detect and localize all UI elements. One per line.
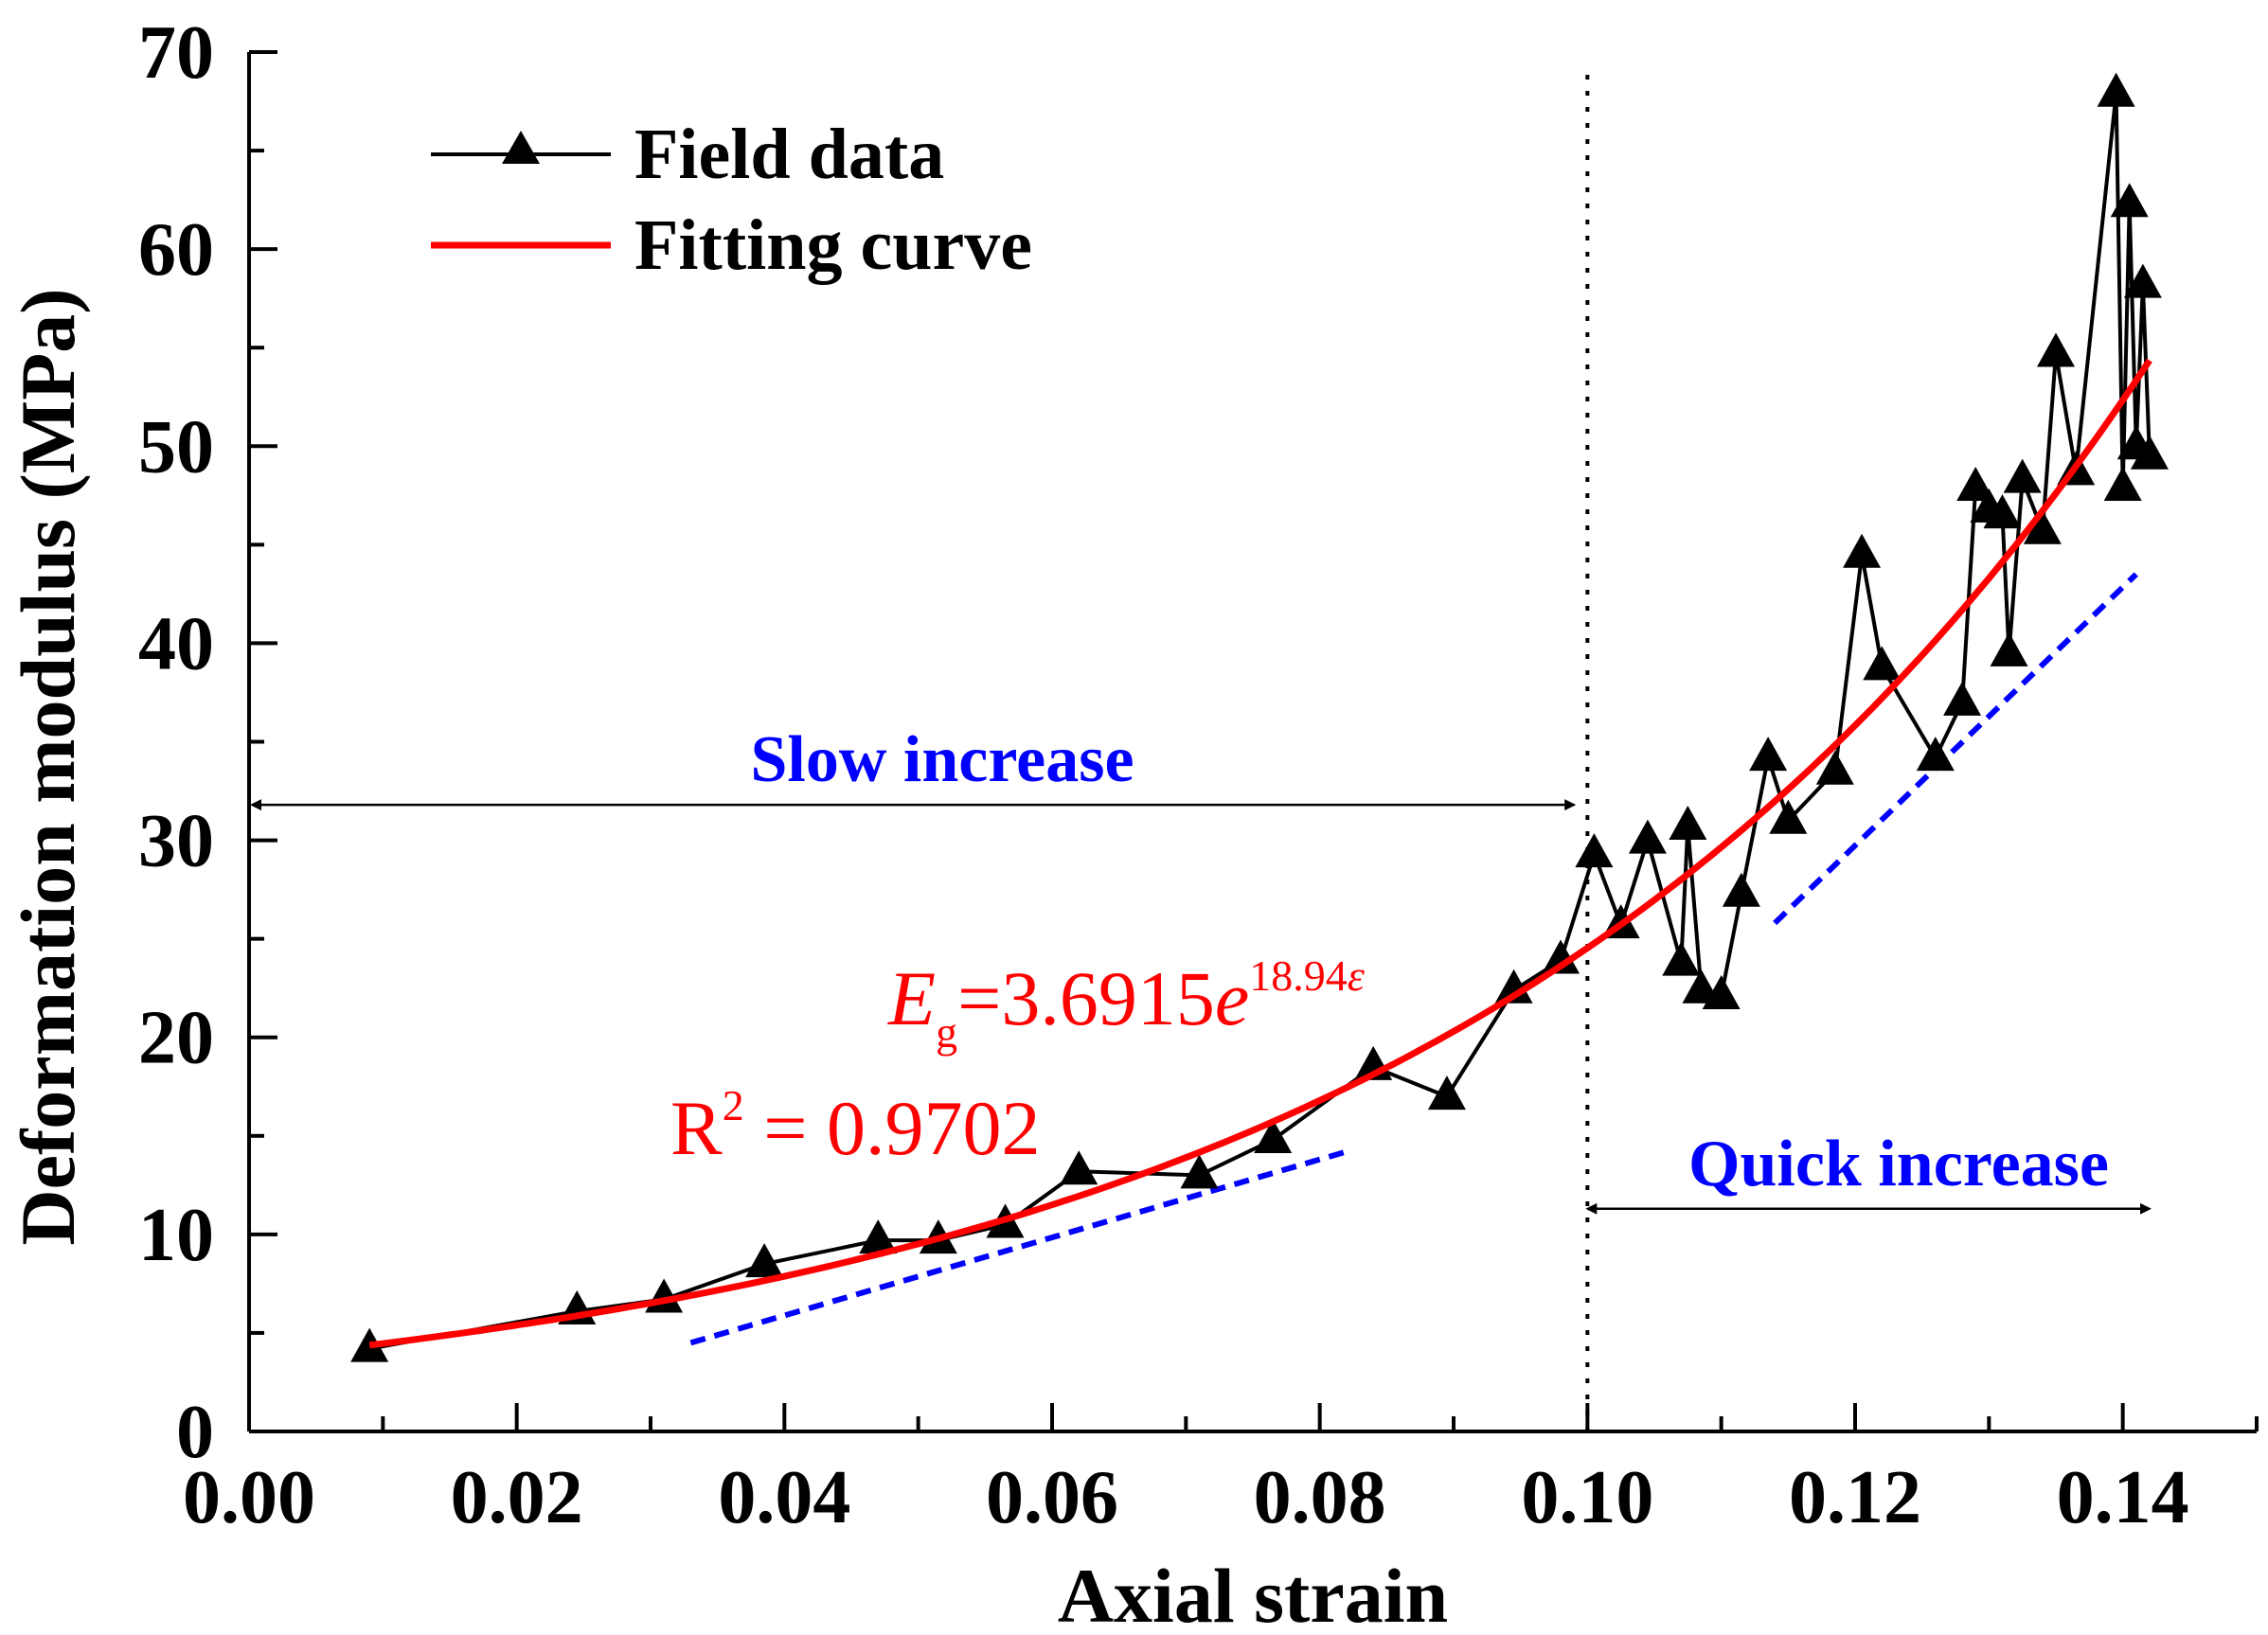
y-axis-title: Deformation modulus (MPa) [5, 288, 91, 1245]
x-tick-label: 0.14 [2057, 1456, 2189, 1539]
slow-increase-label: Slow increase [750, 723, 1134, 796]
field-data-point [1542, 939, 1580, 974]
field-data-point [1815, 750, 1854, 785]
x-axis-title: Axial strain [1058, 1553, 1448, 1635]
r2-sup: 2 [723, 1081, 744, 1129]
field-data-point [1427, 1075, 1466, 1111]
field-data-point [2037, 332, 2075, 367]
legend-field-marker [502, 131, 540, 164]
field-data-point [1956, 466, 1995, 501]
field-data-point [1669, 806, 1707, 841]
x-tick-label: 0.00 [183, 1456, 315, 1539]
legend: Field data Fitting curve [431, 115, 1032, 285]
field-data-point [1843, 533, 1882, 568]
eq-sub: g [936, 1008, 957, 1057]
eq-lhs: E [887, 955, 936, 1041]
x-tick-label: 0.02 [451, 1456, 583, 1539]
r2-r: R [670, 1085, 723, 1171]
x-tick-label: 0.06 [986, 1456, 1118, 1539]
field-data-point [1628, 819, 1667, 854]
trend-lines [689, 572, 2138, 1346]
field-data-point [2123, 263, 2162, 298]
y-tick-label: 0 [176, 1391, 214, 1474]
field-data-point [1769, 799, 1808, 834]
x-tick-label: 0.04 [718, 1456, 850, 1539]
trend-line [1773, 572, 2138, 926]
field-data-point [1983, 494, 2022, 529]
x-tick-label: 0.12 [1789, 1456, 1921, 1539]
x-tick-label: 0.08 [1254, 1456, 1386, 1539]
field-data-point [1180, 1154, 1219, 1189]
quick-increase-label: Quick increase [1688, 1128, 2109, 1200]
x-ticks: 0.00 0.02 0.04 0.06 0.08 0.10 0.12 0.14 [183, 1403, 2259, 1539]
y-tick-label: 40 [138, 602, 214, 685]
eq-rhs: =3.6915 [957, 955, 1215, 1041]
field-data-point [1575, 833, 1614, 868]
trend-line [689, 1148, 1348, 1346]
field-data-point [2097, 72, 2135, 107]
y-tick-label: 70 [138, 11, 214, 95]
r2-value: = 0.9702 [744, 1085, 1041, 1171]
field-data-point [2130, 435, 2169, 470]
y-ticks: 0 10 20 30 40 50 60 70 [138, 11, 277, 1474]
y-tick-label: 60 [138, 208, 214, 292]
field-data-point [1254, 1118, 1293, 1153]
field-data-point [1943, 681, 1982, 716]
eq-exp-var: ε [1348, 951, 1366, 1000]
y-tick-label: 30 [138, 800, 214, 883]
y-tick-label: 50 [138, 405, 214, 489]
y-tick-label: 20 [138, 997, 214, 1080]
fit-equation: Eg=3.6915e18.94ε [887, 951, 1366, 1057]
y-tick-label: 10 [138, 1194, 214, 1277]
field-data-point [745, 1243, 784, 1278]
field-data-point [1060, 1150, 1098, 1185]
field-data-point [1494, 969, 1533, 1004]
field-data-point [2110, 183, 2149, 218]
field-data-point [1662, 941, 1701, 976]
field-data-point [2023, 509, 2062, 544]
legend-field-label: Field data [634, 115, 944, 194]
r-squared-label: R2 = 0.9702 [670, 1081, 1040, 1171]
field-data-point [859, 1219, 898, 1254]
field-data-point [1749, 737, 1788, 772]
fitting-curve [368, 358, 2152, 1349]
legend-fit-label: Fitting curve [634, 205, 1032, 285]
axes [247, 52, 2257, 1433]
field-data-point [1702, 975, 1741, 1010]
field-data-point [1863, 646, 1902, 681]
field-data-point [2003, 458, 2042, 493]
field-data-point [1990, 631, 2028, 666]
eq-exp-num: 18.94 [1249, 951, 1348, 1000]
field-data-point [2103, 466, 2142, 501]
x-tick-label: 0.10 [1521, 1456, 1653, 1539]
eq-e: e [1215, 955, 1249, 1041]
field-data-point [1722, 872, 1760, 907]
field-data-point [1916, 737, 1955, 772]
